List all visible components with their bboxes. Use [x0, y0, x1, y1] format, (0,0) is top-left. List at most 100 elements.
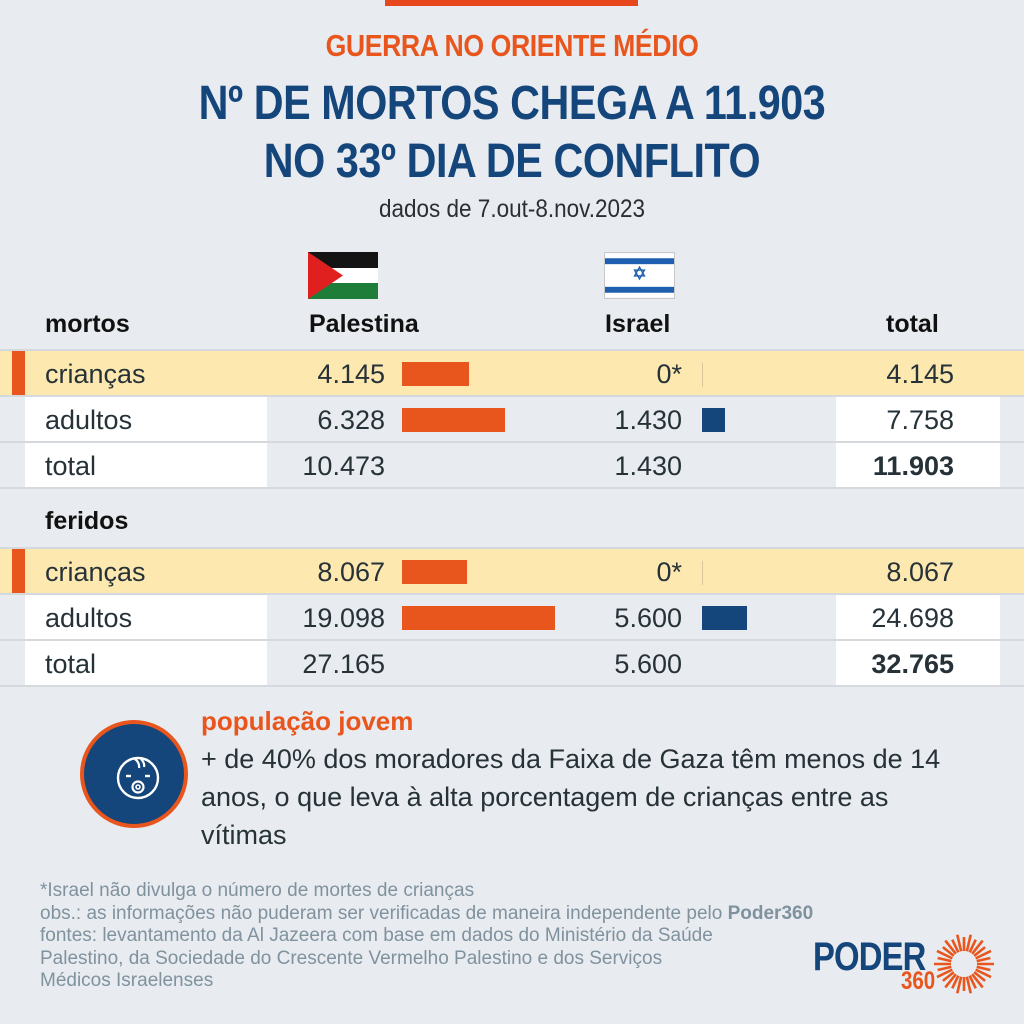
page-title-line1: Nº DE MORTOS CHEGA A 11.903: [198, 77, 826, 130]
label-cell: [25, 595, 267, 640]
israel-bar: [702, 408, 725, 432]
sunburst-ray: [975, 949, 992, 960]
baby-face-icon: [116, 756, 160, 800]
sunburst-ray: [944, 939, 957, 955]
kicker: GUERRA NO ORIENTE MÉDIO: [325, 28, 699, 63]
column-header-total: total: [886, 310, 939, 338]
total-cell: [836, 641, 1000, 686]
column-header-israel: Israel: [605, 310, 671, 338]
table-row: total 10.473 1.430 11.903: [0, 441, 1024, 488]
sunburst-ray: [976, 956, 991, 963]
column-header-palestine: Palestina: [309, 310, 419, 338]
total-value: 11.903: [872, 451, 954, 481]
page-title-line2: NO 33º DIA DE CONFLITO: [263, 135, 761, 188]
subtitle: dados de 7.out-8.nov.2023: [378, 195, 646, 223]
sunburst-ray: [936, 949, 953, 960]
label-cell: [25, 443, 267, 488]
footnote-obs-text: obs.: as informações não puderam ser ver…: [40, 902, 728, 924]
top-accent-bar: [385, 0, 638, 6]
palestine-value: 27.165: [302, 649, 385, 679]
section-title-mortos: mortos: [45, 310, 130, 338]
footnote-sources-1: fontes: levantamento da Al Jazeera com b…: [40, 925, 713, 946]
footnote-obs: obs.: as informações não puderam ser ver…: [40, 903, 920, 926]
israel-flag-icon: [604, 252, 675, 299]
sunburst-ray: [956, 976, 963, 994]
palestine-bar: [402, 606, 555, 630]
footnote-asterisk: *Israel não divulga o número de mortes d…: [40, 880, 475, 901]
sunburst-ray: [976, 965, 991, 972]
israel-value: 1.430: [614, 405, 682, 435]
sunburst-ray: [975, 968, 992, 979]
sunburst-ray: [951, 939, 960, 953]
israel-zero-tick: [702, 561, 703, 585]
table-row: crianças 4.145 0* 4.145: [0, 349, 1024, 396]
palestine-bar: [402, 362, 469, 386]
israel-value: 5.600: [614, 603, 682, 633]
sunburst-ray: [973, 946, 986, 957]
info-title: população jovem: [201, 706, 414, 736]
israel-zero-tick: [702, 363, 703, 387]
sunburst-ray: [965, 934, 972, 952]
row-label: adultos: [45, 603, 133, 633]
sunburst-icon: [934, 934, 994, 994]
logo-number: 360: [901, 967, 936, 995]
total-value: 32.765: [871, 649, 954, 679]
info-text: + de 40% dos moradores da Faixa de Gaza …: [201, 744, 941, 850]
total-value: 4.145: [886, 359, 954, 389]
footnote-sources-3: Médicos Israelenses: [40, 970, 214, 991]
palestine-value: 10.473: [302, 451, 385, 481]
label-cell: [25, 397, 267, 442]
total-cell: [836, 595, 1000, 640]
total-value: 7.758: [886, 405, 954, 435]
palestine-value: 8.067: [317, 557, 385, 587]
palestine-value: 4.145: [317, 359, 385, 389]
israel-value: 0*: [656, 557, 682, 587]
label-cell: [25, 641, 267, 686]
table-row: total 27.165 5.600 32.765: [0, 639, 1024, 686]
row-label: adultos: [45, 405, 133, 435]
table-row: adultos 19.098 5.600 24.698: [0, 593, 1024, 640]
sunburst-ray: [944, 973, 957, 989]
table-row: crianças 8.067 0* 8.067: [0, 547, 1024, 594]
section-title-feridos: feridos: [45, 507, 129, 535]
sunburst-ray: [937, 965, 952, 972]
total-value: 8.067: [886, 557, 954, 587]
sunburst-ray: [968, 939, 977, 953]
footnote-sources-2: Palestino, da Sociedade do Crescente Ver…: [40, 947, 663, 969]
highlight-marker: [12, 351, 25, 396]
row-label: crianças: [45, 359, 146, 389]
sunburst-ray: [936, 968, 953, 979]
logo-word: PODER: [813, 935, 926, 979]
total-value: 24.698: [871, 603, 954, 633]
row-label: total: [45, 649, 97, 679]
israel-value: 5.600: [614, 649, 682, 679]
sunburst-ray: [942, 971, 955, 982]
total-cell: [836, 443, 1000, 488]
palestine-value: 19.098: [302, 603, 385, 633]
palestine-value: 6.328: [317, 405, 385, 435]
sunburst-ray: [937, 956, 952, 963]
israel-value: 0*: [656, 359, 682, 389]
palestine-bar: [402, 560, 467, 584]
sunburst-ray: [971, 973, 984, 989]
row-label: crianças: [45, 557, 146, 587]
footnote-obs-brand: Poder360: [727, 902, 814, 924]
footnotes: *Israel não divulga o número de mortes d…: [40, 880, 920, 993]
table-divider: [0, 685, 1024, 687]
sunburst-ray: [971, 939, 984, 955]
sunburst-ray: [965, 976, 972, 994]
info-icon-circle: [80, 720, 188, 828]
row-label: total: [45, 451, 97, 481]
sunburst-ray: [973, 971, 986, 982]
sunburst-ray: [951, 975, 960, 989]
sunburst-ray: [942, 946, 955, 957]
israel-value: 1.430: [614, 451, 682, 481]
palestine-bar: [402, 408, 505, 432]
highlight-marker: [12, 549, 25, 594]
sunburst-ray: [956, 934, 963, 952]
israel-bar: [702, 606, 747, 630]
table-divider: [0, 487, 1024, 489]
palestine-flag-icon: [308, 252, 378, 299]
table-row: adultos 6.328 1.430 7.758: [0, 395, 1024, 442]
total-cell: [836, 397, 1000, 442]
